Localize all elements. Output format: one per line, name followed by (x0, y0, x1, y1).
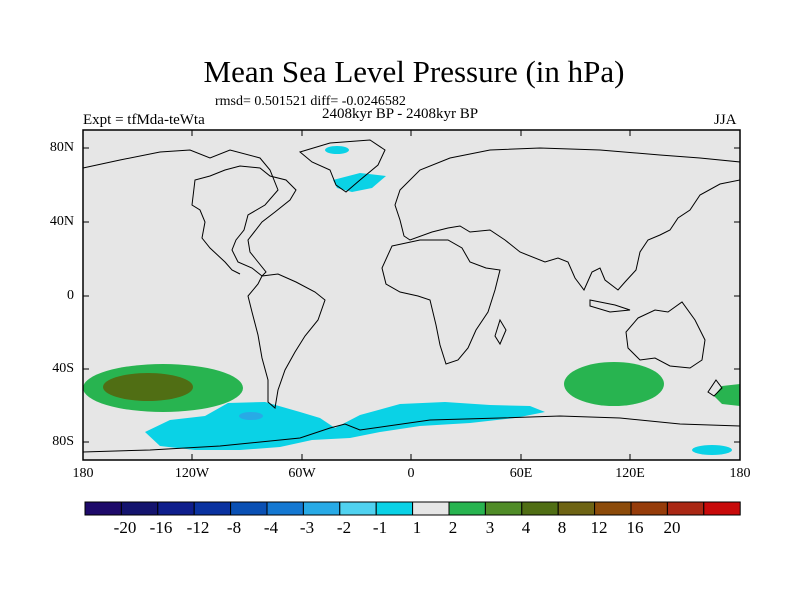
colorbar-label: 12 (590, 518, 608, 537)
colorbar-box (193, 501, 232, 516)
lat-label-40n: 40N (49, 214, 74, 229)
colorbar-label: 3 (485, 518, 495, 537)
colorbar-label: -20 (113, 518, 137, 537)
colorbar-box (666, 501, 705, 516)
colorbar (84, 501, 741, 516)
coastlines (82, 139, 741, 453)
colorbar-box (594, 501, 632, 516)
period-label: 2408kyr BP - 2408kyr BP (322, 106, 479, 122)
lon-label-60w: 60W (288, 466, 316, 481)
experiment-label: Expt = tfMda-teWta (83, 112, 205, 128)
colorbar-label: 1 (412, 518, 422, 537)
colorbar-box (84, 501, 122, 516)
lat-ticks (83, 147, 740, 443)
chart-title: Mean Sea Level Pressure (in hPa) (203, 54, 625, 89)
lat-label-80s: 80S (52, 434, 74, 449)
lon-label-180w: 180 (72, 466, 94, 481)
anomaly-positive-indian (564, 362, 664, 406)
colorbar-label: -12 (186, 518, 210, 537)
coast-new-zealand (707, 379, 723, 397)
colorbar-box (557, 501, 596, 516)
colorbar-box (412, 501, 450, 516)
anomaly-negative-arctic (325, 146, 349, 154)
colorbar-box (630, 501, 668, 516)
colorbar-box (120, 501, 159, 516)
colorbar-label: -2 (336, 518, 352, 537)
lat-label-80n: 80N (49, 140, 74, 155)
coast-australia (625, 301, 706, 369)
lon-label-60e: 60E (509, 466, 533, 481)
colorbar-label: 2 (448, 518, 458, 537)
stats-label: rmsd= 0.501521 diff= -0.0246582 (215, 94, 406, 109)
colorbar-box (521, 501, 559, 516)
lat-label-0: 0 (67, 288, 74, 303)
season-label: JJA (714, 112, 737, 128)
anomaly-negative-greenland (333, 173, 386, 192)
lon-ticks (82, 130, 741, 460)
colorbar-box (266, 501, 304, 516)
anomaly-positive-southpacific-core (103, 373, 193, 401)
lon-label-120w: 120W (174, 466, 210, 481)
coast-eurasia (394, 147, 741, 291)
colorbar-label: 20 (663, 518, 681, 537)
anomaly-negative-antarctic-core (239, 412, 263, 420)
colorbar-box (157, 501, 195, 516)
coast-north-america (82, 149, 297, 277)
colorbar-label: -16 (149, 518, 173, 537)
coast-south-america (247, 273, 326, 409)
colorbar-box (339, 501, 377, 516)
anomaly-negative-ross (692, 445, 732, 455)
coast-indonesia (589, 299, 631, 313)
colorbar-label: -4 (263, 518, 279, 537)
colorbar-box (703, 501, 741, 516)
coast-madagascar (494, 318, 507, 346)
colorbar-box (230, 501, 268, 516)
colorbar-box (375, 501, 414, 516)
colorbar-box (484, 501, 523, 516)
coast-antarctica (82, 415, 741, 453)
colorbar-label: -3 (299, 518, 315, 537)
lat-label-40s: 40S (52, 361, 74, 376)
colorbar-label: 8 (557, 518, 567, 537)
lon-label-120e: 120E (615, 466, 645, 481)
coast-africa (381, 239, 501, 365)
lon-label-0: 0 (407, 466, 415, 481)
colorbar-label: 16 (626, 518, 644, 537)
colorbar-box (302, 501, 341, 516)
colorbar-box (448, 501, 486, 516)
colorbar-label: -1 (372, 518, 388, 537)
colorbar-label: 4 (521, 518, 531, 537)
coast-greenland (298, 139, 386, 193)
colorbar-label: -8 (226, 518, 242, 537)
lon-label-180e: 180 (729, 466, 751, 481)
